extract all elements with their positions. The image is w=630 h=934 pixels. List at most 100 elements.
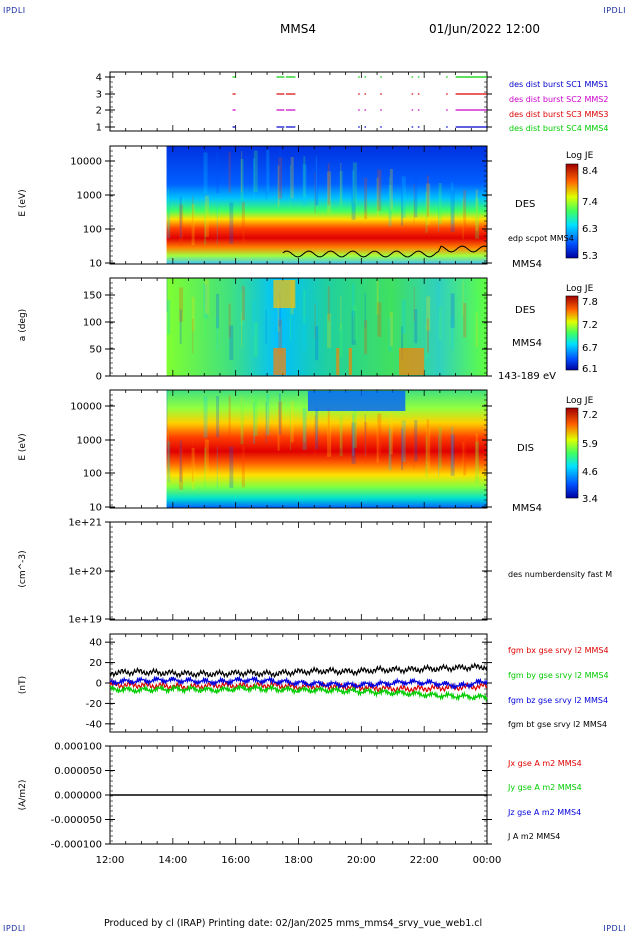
des-pitch-angle-streak xyxy=(229,325,234,360)
legend-bx: fgm bx gse srvy l2 MMS4 xyxy=(508,646,609,655)
dis-energy-streak xyxy=(241,446,245,488)
footer-credit: Produced by cl (IRAP) Printing date: 02/… xyxy=(104,918,483,929)
des-energy-streak xyxy=(253,150,258,192)
dis-energy-ytick-10000: 10000 xyxy=(70,402,102,413)
cb-tick-pa-2: 7.2 xyxy=(582,320,598,331)
des-energy-streak xyxy=(426,175,429,217)
des-pitch-angle-streak xyxy=(192,319,194,354)
dis-energy-streak xyxy=(290,401,294,443)
dis-energy-colorbar xyxy=(565,407,579,499)
des-energy-streak xyxy=(438,183,442,225)
des-energy-streak xyxy=(191,204,195,246)
des-energy-streak xyxy=(463,190,467,232)
dis-energy-streak xyxy=(475,441,480,483)
dis-energy-streak xyxy=(265,402,267,444)
density-ytick-1e+21: 1e+21 xyxy=(68,518,102,529)
dis-energy-streak xyxy=(377,413,382,455)
dis-energy-ytick-1000: 1000 xyxy=(77,436,102,447)
des-pitch-angle-streak xyxy=(315,299,317,334)
des-energy-streak xyxy=(401,176,406,218)
cb-tick-1: 8.4 xyxy=(582,166,598,177)
current-ytick-0.000050: 0.000050 xyxy=(54,766,102,777)
dis-energy-streak xyxy=(438,427,442,469)
des-pitch-angle-colorbar xyxy=(565,295,579,371)
des-energy-streak xyxy=(179,204,184,246)
des-pitch-angle-streak xyxy=(463,303,467,338)
xtick-label-1: 14:00 xyxy=(158,855,187,866)
des-pitch-angle-streak xyxy=(167,300,171,335)
dis-energy-streak xyxy=(475,433,478,475)
des-energy-streak xyxy=(450,190,455,232)
des-pitch-angle-streak xyxy=(340,296,342,331)
des-pitch-angle-streak xyxy=(204,279,209,314)
dis-energy-streak xyxy=(166,390,168,432)
des-pitch-angle-streak xyxy=(203,284,208,319)
label-mms4-dis: MMS4 xyxy=(512,503,542,514)
dis-energy-streak xyxy=(277,409,280,451)
des-pitch-angle-streak xyxy=(302,316,307,351)
xtick-label-0: 12:00 xyxy=(96,855,125,866)
current-ytick-0.000100: 0.000100 xyxy=(54,742,102,753)
des-pitch-angle-streak xyxy=(438,284,440,319)
ylabel-dis-energy: E (eV) xyxy=(18,433,28,461)
des-pitch-angle-streak xyxy=(352,305,357,340)
dis-energy-streak xyxy=(450,434,455,476)
dis-energy-streak xyxy=(327,407,330,449)
des-energy-streak xyxy=(315,156,317,198)
legend-density: des numberdensity fast M xyxy=(508,570,613,579)
pa-hot-band xyxy=(348,348,352,375)
des-pitch-angle-streak xyxy=(290,307,292,342)
xtick-label-3: 18:00 xyxy=(284,855,313,866)
des-energy-streak xyxy=(302,164,307,206)
des-pitch-angle-streak xyxy=(389,290,391,325)
des-energy-streak xyxy=(413,184,415,226)
label-dis: DIS xyxy=(517,443,534,454)
date-title: 01/Jun/2022 12:00 xyxy=(429,22,541,36)
des-pitch-angle-streak xyxy=(179,309,182,344)
xtick-label-2: 16:00 xyxy=(221,855,250,866)
colorbar-title-pa: Log JE xyxy=(566,284,594,294)
bfield-series-2 xyxy=(109,675,488,691)
burst-ytick-2: 2 xyxy=(96,106,102,117)
des-pitch-angle-streak xyxy=(451,315,454,350)
des-energy-streak xyxy=(277,165,280,207)
dis-energy-streak xyxy=(203,396,208,438)
des-pitch-angle-streak xyxy=(425,323,428,358)
density-ytick-1e+19: 1e+19 xyxy=(68,615,102,626)
des-pitch-angle-streak xyxy=(228,303,231,338)
des-energy-ytick-10000: 10000 xyxy=(70,157,102,168)
des-energy-streak xyxy=(229,202,234,244)
des-energy-streak xyxy=(278,157,283,199)
pa-hot-band xyxy=(273,280,296,308)
legend-jy: Jy gse A m2 MMS4 xyxy=(508,783,582,792)
colorbar-title-dis: Log JE xyxy=(566,396,594,406)
dis-energy-streak xyxy=(315,400,317,442)
des-pitch-angle-streak xyxy=(475,290,480,325)
des-energy-colorbar xyxy=(565,163,579,259)
bfield-ytick-20: 20 xyxy=(89,658,102,669)
mission-title: MMS4 xyxy=(280,22,316,36)
colorbar-title-des-energy: Log JE xyxy=(566,151,594,161)
dis-energy-streak xyxy=(240,403,244,445)
ylabel-pitch-angle: a (deg) xyxy=(18,308,28,342)
burst-ytick-3: 3 xyxy=(96,90,102,101)
xtick-label-5: 22:00 xyxy=(410,855,439,866)
label-edp-scpot: edp scpot MMS4 xyxy=(508,234,574,243)
des-energy-streak xyxy=(389,169,393,211)
dis-energy-streak xyxy=(401,420,406,462)
dis-energy-streak xyxy=(340,407,342,449)
panel-burst-frame xyxy=(109,71,488,132)
des-energy-streak xyxy=(204,203,207,245)
legend-mms1: des dist burst SC1 MMS1 xyxy=(509,80,608,89)
des-energy-streak xyxy=(167,197,171,239)
des-energy-ytick-10: 10 xyxy=(89,259,102,270)
dis-energy-streak xyxy=(179,448,184,490)
corner-tag-bottom-left: IPDLI xyxy=(3,924,26,933)
des-energy-streak xyxy=(388,185,392,227)
legend-mms3: des dist burst SC3 MMS3 xyxy=(509,110,608,119)
legend-jx: Jx gse A m2 MMS4 xyxy=(508,759,582,768)
des-energy-fill xyxy=(166,146,488,264)
label-mms4-pa: MMS4 xyxy=(512,338,542,349)
des-pitch-angle-streak xyxy=(327,313,332,348)
bfield-series-1 xyxy=(109,682,488,703)
